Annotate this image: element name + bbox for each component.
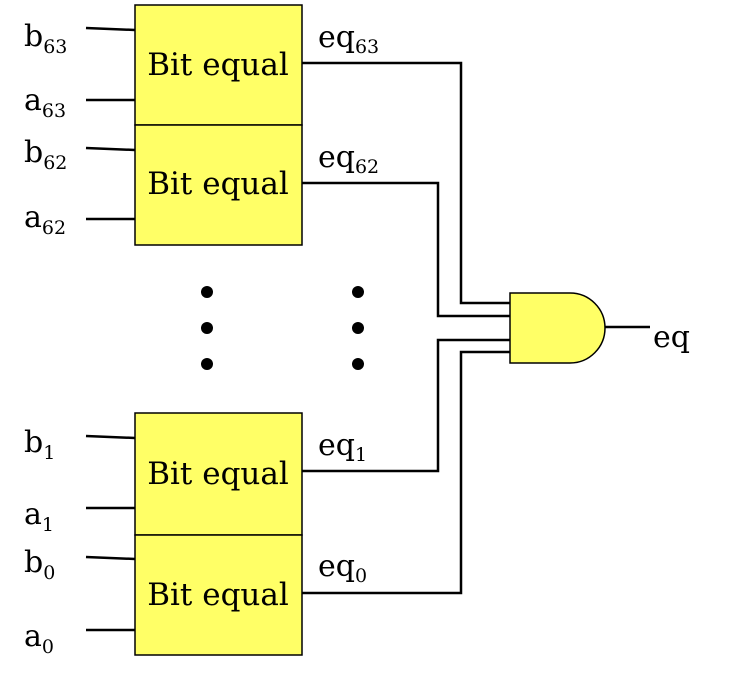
- gate-output-label: eq: [653, 320, 690, 355]
- input-b-wire: [85, 146, 136, 152]
- wire-eq0-to-gate: [302, 350, 510, 595]
- output-eq-label: eq1: [318, 428, 367, 466]
- ellipsis-dots-right: [352, 286, 364, 370]
- and-gate: [509, 292, 606, 364]
- input-b-label: b0: [24, 545, 55, 584]
- input-b-label: b62: [24, 135, 67, 174]
- input-a-label: a1: [24, 497, 54, 536]
- input-a-label: a62: [24, 200, 66, 239]
- wire-eq1-to-gate: [302, 338, 510, 473]
- bit-equal-block-62: Bit equal b62 a62 eq62: [24, 124, 379, 246]
- bit-equal-box: [134, 124, 303, 246]
- ellipsis-dot: [352, 322, 364, 334]
- bit-equal-label: Bit equal: [147, 47, 289, 83]
- input-a-label: a63: [24, 83, 66, 122]
- bit-equal-label: Bit equal: [147, 166, 289, 202]
- input-b-wire: [85, 434, 136, 440]
- wire-eq63-to-gate: [302, 61, 510, 305]
- input-b-label: b63: [24, 19, 67, 58]
- bit-equal-label: Bit equal: [147, 577, 289, 613]
- bit-equal-label: Bit equal: [147, 456, 289, 492]
- input-a-label: a0: [24, 619, 54, 658]
- bit-equal-box: [134, 4, 303, 126]
- ellipsis-dots-left: [201, 286, 213, 370]
- bit-equal-block-0: Bit equal b0 a0 eq0: [24, 534, 367, 658]
- output-eq-label: eq62: [318, 140, 379, 178]
- ellipsis-dot: [201, 358, 213, 370]
- bit-equal-box: [134, 412, 303, 536]
- bit-equal-block-1: Bit equal b1 a1 eq1: [24, 412, 367, 536]
- input-b-wire: [85, 555, 136, 561]
- wire-eq62-to-gate: [302, 181, 510, 318]
- output-eq-label: eq63: [318, 20, 379, 58]
- ellipsis-dot: [352, 358, 364, 370]
- ellipsis-dot: [201, 322, 213, 334]
- input-b-wire: [85, 26, 136, 32]
- input-b-label: b1: [24, 425, 55, 464]
- ellipsis-dot: [352, 286, 364, 298]
- bit-equal-block-63: Bit equal b63 a63 eq63: [24, 4, 379, 126]
- output-eq-label: eq0: [318, 549, 367, 587]
- bit-equal-box: [134, 534, 303, 656]
- ellipsis-dot: [201, 286, 213, 298]
